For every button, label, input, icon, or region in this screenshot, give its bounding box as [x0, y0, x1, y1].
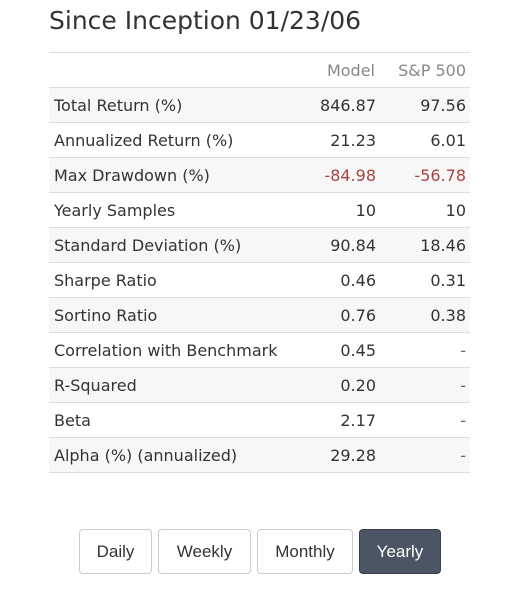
sp500-value: - — [380, 332, 470, 368]
model-value: 846.87 — [294, 87, 380, 123]
metric-label: Sortino Ratio — [49, 297, 294, 333]
metric-label: Total Return (%) — [49, 87, 294, 123]
yearly-button[interactable]: Yearly — [359, 529, 441, 574]
table-row: Sharpe Ratio 0.46 0.31 — [49, 262, 470, 298]
metric-label: Correlation with Benchmark — [49, 332, 294, 368]
metric-label: Standard Deviation (%) — [49, 227, 294, 263]
sp500-value: 18.46 — [380, 227, 470, 263]
table-row: Standard Deviation (%) 90.84 18.46 — [49, 227, 470, 263]
monthly-button[interactable]: Monthly — [257, 529, 353, 574]
weekly-button[interactable]: Weekly — [158, 529, 251, 574]
header-sp500: S&P 500 — [380, 52, 470, 88]
table-row: Annualized Return (%) 21.23 6.01 — [49, 122, 470, 158]
model-value: 21.23 — [294, 122, 380, 158]
sp500-value: - — [380, 402, 470, 438]
metric-label: Max Drawdown (%) — [49, 157, 294, 193]
sp500-value: 97.56 — [380, 87, 470, 123]
table-row: Beta 2.17- — [49, 402, 470, 438]
period-button-group: Daily Weekly Monthly Yearly — [79, 529, 441, 574]
table-row: R-Squared 0.20- — [49, 367, 470, 403]
sp500-value: - — [380, 437, 470, 473]
model-value: 0.20 — [294, 367, 380, 403]
table-row: Max Drawdown (%) -84.98 -56.78 — [49, 157, 470, 193]
model-value: -84.98 — [294, 157, 380, 193]
performance-table: Model S&P 500 Total Return (%) 846.87 97.5… — [49, 52, 470, 473]
table-row: Sortino Ratio 0.76 0.38 — [49, 297, 470, 333]
metric-label: R-Squared — [49, 367, 294, 403]
header-model: Model — [294, 52, 380, 88]
metric-label: Sharpe Ratio — [49, 262, 294, 298]
metric-label: Yearly Samples — [49, 192, 294, 228]
table-row: Yearly Samples 10 10 — [49, 192, 470, 228]
sp500-value: - — [380, 367, 470, 403]
table-row: Alpha (%) (annualized) 29.28- — [49, 437, 470, 473]
metric-label: Annualized Return (%) — [49, 122, 294, 158]
sp500-value: -56.78 — [380, 157, 470, 193]
model-value: 0.76 — [294, 297, 380, 333]
model-value: 90.84 — [294, 227, 380, 263]
model-value: 10 — [294, 192, 380, 228]
sp500-value: 6.01 — [380, 122, 470, 158]
model-value: 0.46 — [294, 262, 380, 298]
page-title: Since Inception 01/23/06 — [49, 6, 362, 35]
model-value: 29.28 — [294, 437, 380, 473]
daily-button[interactable]: Daily — [79, 529, 152, 574]
sp500-value: 10 — [380, 192, 470, 228]
model-value: 0.45 — [294, 332, 380, 368]
model-value: 2.17 — [294, 402, 380, 438]
header-metric — [49, 52, 294, 88]
metric-label: Beta — [49, 402, 294, 438]
table-header-row: Model S&P 500 — [49, 52, 470, 88]
table-row: Correlation with Benchmark 0.45- — [49, 332, 470, 368]
metric-label: Alpha (%) (annualized) — [49, 437, 294, 473]
sp500-value: 0.38 — [380, 297, 470, 333]
table-row: Total Return (%) 846.87 97.56 — [49, 87, 470, 123]
sp500-value: 0.31 — [380, 262, 470, 298]
